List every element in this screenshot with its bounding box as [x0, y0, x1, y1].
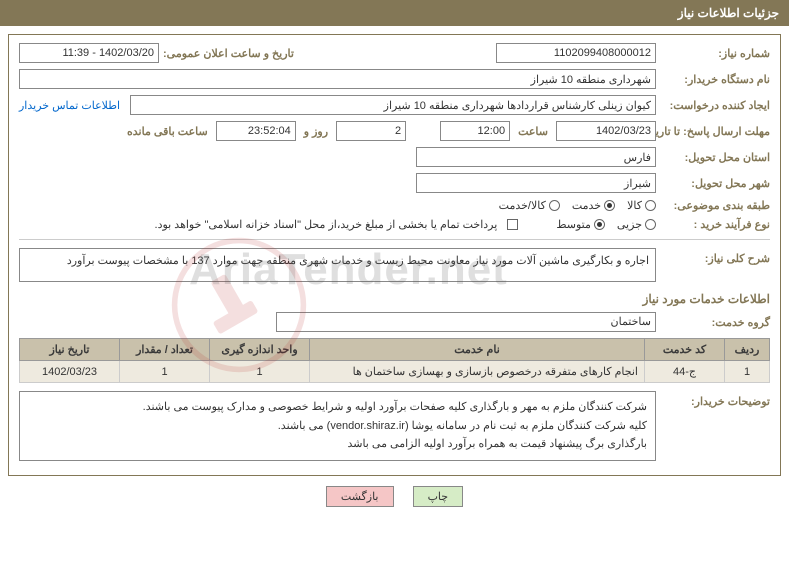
need-number-label: شماره نیاز:: [660, 47, 770, 60]
row-requester: ایجاد کننده درخواست: کیوان زینلی کارشناس…: [19, 95, 770, 115]
remain-label: ساعت باقی مانده: [127, 125, 208, 138]
radio-goods[interactable]: کالا: [627, 199, 656, 212]
days-label: روز و: [304, 125, 328, 138]
province-label: استان محل تحویل:: [660, 151, 770, 164]
header-title: جزئیات اطلاعات نیاز: [678, 6, 779, 20]
deadline-date-field: 1402/03/23: [556, 121, 656, 141]
radio-medium-circle: [594, 219, 605, 230]
header-bar: جزئیات اطلاعات نیاز: [0, 0, 789, 26]
category-radio-group: کالا خدمت کالا/خدمت: [499, 199, 656, 212]
th-date: تاریخ نیاز: [20, 339, 120, 361]
deadline-label: مهلت ارسال پاسخ: تا تاریخ:: [660, 125, 770, 138]
city-field: شیراز: [416, 173, 656, 193]
row-need-number: شماره نیاز: 1102099408000012 تاریخ و ساع…: [19, 43, 770, 63]
process-label: نوع فرآیند خرید :: [660, 218, 770, 231]
buyer-notes-label: توضیحات خریدار:: [660, 391, 770, 408]
buyer-org-field: شهرداری منطقه 10 شیراز: [19, 69, 656, 89]
radio-both-label: کالا/خدمت: [499, 199, 546, 212]
announce-label: تاریخ و ساعت اعلان عمومی:: [163, 47, 294, 60]
requester-field: کیوان زینلی کارشناس قراردادها شهرداری من…: [130, 95, 656, 115]
row-group: گروه خدمت: ساختمان: [19, 312, 770, 332]
contact-link[interactable]: اطلاعات تماس خریدار: [19, 99, 120, 112]
services-section-title: اطلاعات خدمات مورد نیاز: [19, 292, 770, 306]
td-row: 1: [725, 361, 770, 383]
deadline-time-field: 12:00: [440, 121, 510, 141]
row-process: نوع فرآیند خرید : جزیی متوسط پرداخت تمام…: [19, 218, 770, 231]
td-code: ج-44: [645, 361, 725, 383]
row-buyer-org: نام دستگاه خریدار: شهرداری منطقه 10 شیرا…: [19, 69, 770, 89]
row-city: شهر محل تحویل: شیراز: [19, 173, 770, 193]
province-field: فارس: [416, 147, 656, 167]
table-row: 1 ج-44 انجام کارهای متفرقه درخصوص بازساز…: [20, 361, 770, 383]
main-container: جزئیات اطلاعات نیاز AriaTender.net شماره…: [0, 0, 789, 525]
announce-field: 1402/03/20 - 11:39: [19, 43, 159, 63]
buyer-notes-text: شرکت کنندگان ملزم به مهر و بارگذاری کلیه…: [19, 391, 656, 461]
row-buyer-notes: توضیحات خریدار: شرکت کنندگان ملزم به مهر…: [19, 391, 770, 461]
row-category: طبقه بندی موضوعی: کالا خدمت کالا/خدمت: [19, 199, 770, 212]
radio-minor[interactable]: جزیی: [617, 218, 656, 231]
radio-service[interactable]: خدمت: [572, 199, 615, 212]
th-row: ردیف: [725, 339, 770, 361]
row-province: استان محل تحویل: فارس: [19, 147, 770, 167]
days-field: 2: [336, 121, 406, 141]
th-code: کد خدمت: [645, 339, 725, 361]
treasury-note: پرداخت تمام یا بخشی از مبلغ خرید،از محل …: [155, 218, 498, 231]
time-label: ساعت: [518, 125, 548, 138]
radio-minor-circle: [645, 219, 656, 230]
radio-goods-label: کالا: [627, 199, 642, 212]
process-radio-group: جزیی متوسط: [556, 218, 656, 231]
form-box: AriaTender.net شماره نیاز: 1102099408000…: [8, 34, 781, 476]
treasury-checkbox[interactable]: [507, 219, 518, 230]
row-deadline: مهلت ارسال پاسخ: تا تاریخ: 1402/03/23 سا…: [19, 121, 770, 141]
radio-both-circle: [549, 200, 560, 211]
radio-medium-label: متوسط: [556, 218, 591, 231]
content-area: AriaTender.net شماره نیاز: 1102099408000…: [0, 26, 789, 525]
button-row: چاپ بازگشت: [8, 476, 781, 517]
divider-1: [19, 239, 770, 240]
category-label: طبقه بندی موضوعی:: [660, 199, 770, 212]
th-name: نام خدمت: [310, 339, 645, 361]
group-field: ساختمان: [276, 312, 656, 332]
requester-label: ایجاد کننده درخواست:: [660, 99, 770, 112]
group-label: گروه خدمت:: [660, 316, 770, 329]
row-description: شرح کلی نیاز: اجاره و بکارگیری ماشین آلا…: [19, 248, 770, 282]
desc-text: اجاره و بکارگیری ماشین آلات مورد نیاز مع…: [19, 248, 656, 282]
services-table: ردیف کد خدمت نام خدمت واحد اندازه گیری ت…: [19, 338, 770, 383]
need-number-field: 1102099408000012: [496, 43, 656, 63]
radio-service-circle: [604, 200, 615, 211]
print-button[interactable]: چاپ: [413, 486, 464, 507]
radio-goods-circle: [645, 200, 656, 211]
city-label: شهر محل تحویل:: [660, 177, 770, 190]
radio-minor-label: جزیی: [617, 218, 642, 231]
desc-label: شرح کلی نیاز:: [660, 248, 770, 265]
radio-both[interactable]: کالا/خدمت: [499, 199, 560, 212]
radio-medium[interactable]: متوسط: [556, 218, 605, 231]
buyer-org-label: نام دستگاه خریدار:: [660, 73, 770, 86]
td-name: انجام کارهای متفرقه درخصوص بازسازی و بهس…: [310, 361, 645, 383]
table-header-row: ردیف کد خدمت نام خدمت واحد اندازه گیری ت…: [20, 339, 770, 361]
remain-time-field: 23:52:04: [216, 121, 296, 141]
radio-service-label: خدمت: [572, 199, 601, 212]
back-button[interactable]: بازگشت: [326, 486, 394, 507]
watermark-icon: [169, 235, 309, 375]
td-date: 1402/03/23: [20, 361, 120, 383]
